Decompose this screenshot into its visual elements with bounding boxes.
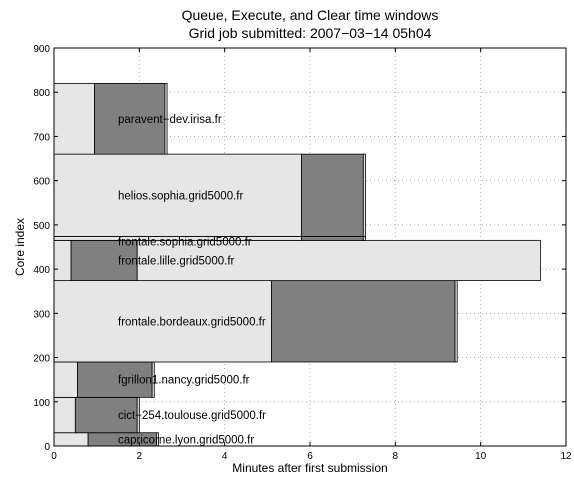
host-label: frontale.sophia.grid5000.fr [118, 236, 252, 248]
plot-frame [53, 47, 567, 447]
ticks-layer: 0 2 4 6 8 10 12 0 100 200 300 400 500 600 700 800 900 [33, 44, 572, 462]
bars-layer [53, 82, 541, 447]
host-label: frontale.lille.grid5000.fr [118, 255, 235, 267]
queue-bar [53, 153, 302, 237]
x-tick-label: 0 [51, 451, 57, 462]
y-axis-label: Core index [13, 218, 27, 276]
queue-bar [53, 82, 95, 155]
y-tick-label: 900 [33, 44, 50, 55]
queue-bar [53, 280, 273, 363]
chart-title: Queue, Execute, and Clear time windows [182, 7, 439, 23]
execute-bar [271, 280, 456, 363]
clear-bar [454, 280, 458, 363]
execute-bar [301, 153, 364, 237]
execute-bar [301, 235, 364, 241]
x-tick-label: 4 [222, 451, 228, 462]
clear-bar [136, 239, 541, 282]
queue-bar [53, 361, 78, 398]
clear-bar [362, 235, 366, 241]
y-tick-label: 800 [33, 88, 50, 99]
host-label: helios.sophia.grid5000.fr [118, 190, 243, 202]
y-tick-label: 0 [44, 442, 50, 453]
host-label: capricorne.lyon.grid5000.fr [118, 434, 254, 446]
chart-subtitle: Grid job submitted: 2007−03−14 05h04 [189, 25, 432, 41]
x-axis-label: Minutes after first submission [232, 461, 387, 475]
clear-bar [362, 153, 366, 237]
x-tick-label: 2 [137, 451, 143, 462]
host-labels-layer: capricorne.lyon.grid5000.fr cict−254.toul… [118, 114, 266, 447]
y-tick-label: 400 [33, 265, 50, 276]
y-tick-label: 200 [33, 354, 50, 365]
host-label: fgrillon1.nancy.grid5000.fr [118, 375, 250, 387]
x-tick-label: 6 [307, 451, 313, 462]
host-label: cict−254.toulouse.grid5000.fr [118, 410, 266, 422]
queue-bar [53, 432, 89, 447]
execute-bar [70, 239, 138, 282]
y-tick-label: 700 [33, 132, 50, 143]
execute-bar [74, 396, 138, 434]
queue-bar [53, 239, 72, 282]
clear-bar [164, 82, 168, 155]
x-tick-label: 10 [475, 451, 487, 462]
y-tick-label: 600 [33, 177, 50, 188]
execute-bar [94, 82, 166, 155]
y-tick-label: 100 [33, 398, 50, 409]
host-label: frontale.bordeaux.grid5000.fr [118, 316, 266, 328]
x-tick-label: 12 [560, 451, 572, 462]
x-tick-label: 8 [393, 451, 399, 462]
y-tick-label: 300 [33, 309, 50, 320]
queue-bar [53, 396, 76, 434]
host-label: paravent−dev.irisa.fr [118, 114, 222, 126]
y-tick-label: 500 [33, 221, 50, 232]
